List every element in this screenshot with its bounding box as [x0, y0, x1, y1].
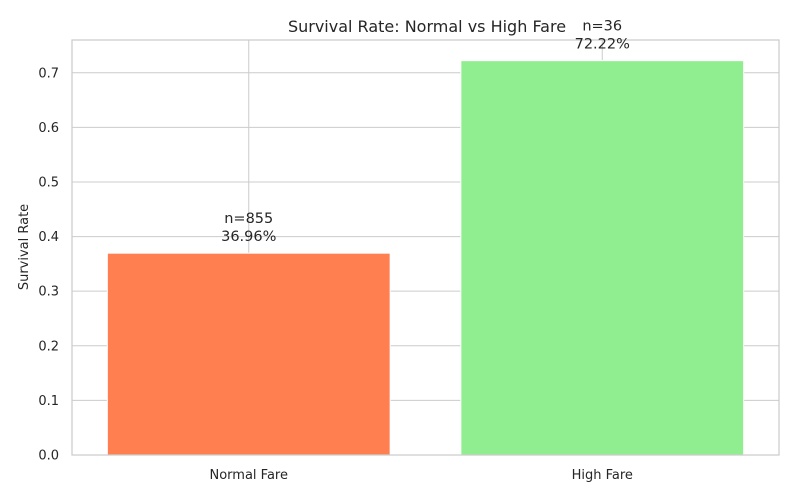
- bar-count-label: n=36: [582, 19, 622, 35]
- chart-title: Survival Rate: Normal vs High Fare: [288, 17, 566, 36]
- plot-frame: [71, 39, 780, 456]
- bar-count-label: n=855: [224, 211, 273, 227]
- y-tick-label: 0.1: [38, 394, 59, 409]
- y-ticks: 0.0 0.1 0.2 0.3 0.4 0.5 0.6 0.7: [38, 66, 59, 463]
- axes-frame: [71, 39, 780, 456]
- y-tick-label: 0.0: [38, 449, 59, 464]
- y-axis-label: Survival Rate: [17, 204, 32, 290]
- bar-normal-fare: [106, 252, 391, 456]
- y-tick-label: 0.3: [38, 285, 59, 300]
- bars: [106, 60, 745, 456]
- bar-high-fare: [460, 60, 745, 456]
- bar-value-label: 36.96%: [221, 229, 276, 245]
- y-tick-label: 0.7: [38, 66, 59, 81]
- bar-value-label: 72.22%: [575, 37, 630, 53]
- y-tick-label: 0.6: [38, 121, 59, 136]
- y-tick-label: 0.4: [38, 230, 59, 245]
- x-ticks: Normal Fare High Fare: [210, 468, 633, 483]
- x-tick-label: Normal Fare: [210, 468, 288, 483]
- y-tick-label: 0.2: [38, 339, 59, 354]
- y-tick-label: 0.5: [38, 175, 59, 190]
- bar-labels: n=855 36.96% n=36 72.22%: [221, 19, 630, 246]
- x-tick-label: High Fare: [572, 468, 633, 483]
